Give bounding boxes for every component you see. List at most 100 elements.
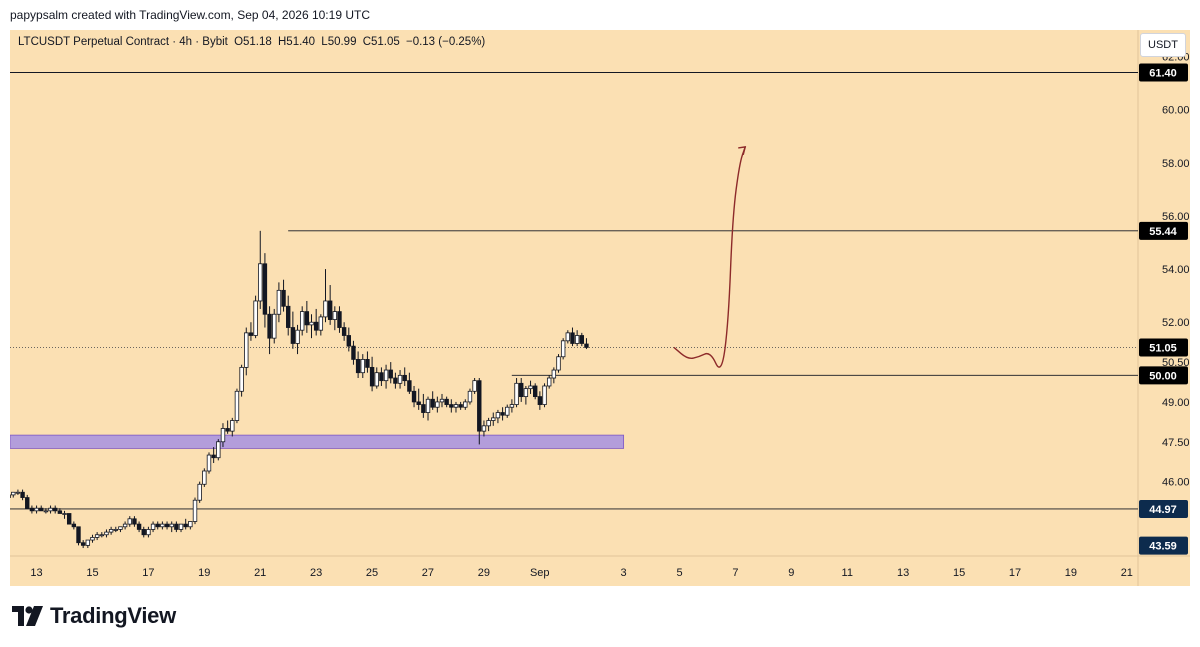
x-tick-label: 21 xyxy=(254,567,266,579)
y-tick-label: 47.50 xyxy=(1162,437,1190,449)
candle-body xyxy=(546,377,552,387)
candle-body xyxy=(439,398,445,403)
candle-body xyxy=(425,398,431,413)
x-tick-label: 7 xyxy=(732,567,738,579)
candle-body xyxy=(20,491,25,498)
candle-body xyxy=(369,366,375,387)
x-tick-label: 21 xyxy=(1121,567,1133,579)
y-tick-label: 54.00 xyxy=(1162,264,1190,276)
price-badge xyxy=(1139,63,1188,82)
y-tick-label: 52.00 xyxy=(1162,317,1190,329)
candlestick-chart[interactable]: 62.0060.0058.0056.0054.0052.0050.5049.00… xyxy=(10,30,1190,586)
candle-body xyxy=(132,518,137,525)
candle-body xyxy=(346,335,351,347)
legend-high: H51.40 xyxy=(278,36,316,48)
currency-button[interactable]: USDT xyxy=(1140,33,1186,57)
price-badge-label: 44.97 xyxy=(1149,504,1177,516)
candle-body xyxy=(118,526,123,530)
candle-body xyxy=(323,300,328,318)
candle-body xyxy=(160,523,165,528)
brand-name: TradingView xyxy=(50,603,176,628)
candle-body xyxy=(374,372,379,387)
candle-body xyxy=(183,523,188,528)
candle-body xyxy=(309,321,314,326)
x-tick-label: 9 xyxy=(788,567,794,579)
candle-body xyxy=(62,513,67,515)
candle-body xyxy=(360,359,365,374)
candle-body xyxy=(528,385,533,390)
candle-body xyxy=(481,425,487,432)
candle-body xyxy=(579,335,585,344)
candle-body xyxy=(248,332,254,336)
candle-body xyxy=(402,374,407,382)
candle-body xyxy=(449,404,454,408)
candle-body xyxy=(421,404,426,413)
candle-body xyxy=(127,518,132,525)
candle-body xyxy=(188,521,193,528)
y-tick-label: 50.50 xyxy=(1162,357,1190,369)
x-tick-label: 29 xyxy=(478,567,490,579)
candle-body xyxy=(584,343,589,348)
candle-body xyxy=(71,523,77,528)
y-tick-label: 46.00 xyxy=(1162,477,1190,489)
candle-body xyxy=(365,359,370,368)
price-badge xyxy=(1139,366,1188,385)
candle-body xyxy=(514,382,519,405)
candle-body xyxy=(430,398,435,408)
candle-body xyxy=(253,300,258,336)
candle-body xyxy=(80,542,86,546)
candle-body xyxy=(29,507,35,512)
candle-body xyxy=(505,406,510,416)
x-tick-label: Sep xyxy=(530,567,550,579)
price-badge-label: 55.44 xyxy=(1149,226,1177,238)
x-tick-label: 27 xyxy=(422,567,434,579)
x-tick-label: 5 xyxy=(676,567,682,579)
x-tick-label: 19 xyxy=(198,567,210,579)
price-badge xyxy=(1139,499,1188,518)
candle-body xyxy=(150,523,156,530)
candle-body xyxy=(332,311,338,320)
tradingview-logo: TradingView xyxy=(12,603,176,629)
candle-body xyxy=(393,377,398,384)
projection-path xyxy=(673,146,746,368)
candle-body xyxy=(262,263,268,315)
candle-body xyxy=(388,369,393,379)
candle-body xyxy=(327,300,333,320)
candle-body xyxy=(304,311,310,326)
candle-body xyxy=(565,332,571,342)
candle-body xyxy=(286,305,291,328)
candle-body xyxy=(85,539,91,546)
x-tick-label: 17 xyxy=(1009,567,1021,579)
candle-body xyxy=(76,526,81,544)
candle-body xyxy=(244,332,249,368)
candle-body xyxy=(192,499,198,522)
chart-background xyxy=(10,30,1190,586)
legend-open: O51.18 xyxy=(234,36,272,48)
candle-body xyxy=(519,382,524,398)
candle-body xyxy=(104,531,109,536)
x-tick-label: 3 xyxy=(621,567,627,579)
candle-body xyxy=(267,313,272,339)
candle-body xyxy=(337,311,342,328)
candle-body xyxy=(570,332,575,344)
price-badge xyxy=(1139,221,1188,240)
candle-body xyxy=(491,417,496,421)
candle-body xyxy=(281,289,286,307)
candle-body xyxy=(136,523,142,530)
symbol-legend: LTCUSDT Perpetual Contract · 4h · Bybit … xyxy=(18,36,488,48)
candle-body xyxy=(15,491,21,494)
candle-body xyxy=(216,441,221,459)
candle-body xyxy=(500,412,505,416)
price-badge-label: 51.05 xyxy=(1149,342,1177,354)
price-badge xyxy=(1139,338,1188,357)
candle-body xyxy=(94,534,100,538)
y-tick-label: 49.00 xyxy=(1162,397,1190,409)
candle-body xyxy=(537,396,543,405)
candle-body xyxy=(206,454,212,472)
candle-body xyxy=(509,404,515,408)
candle-body xyxy=(164,523,170,528)
chart-area[interactable]: 62.00 60.00 58.00 56.00 54.00 52.00 50.50 49.00… xyxy=(10,30,1190,586)
x-tick-label: 19 xyxy=(1065,567,1077,579)
candle-body xyxy=(34,507,39,512)
candle-body xyxy=(211,454,216,459)
